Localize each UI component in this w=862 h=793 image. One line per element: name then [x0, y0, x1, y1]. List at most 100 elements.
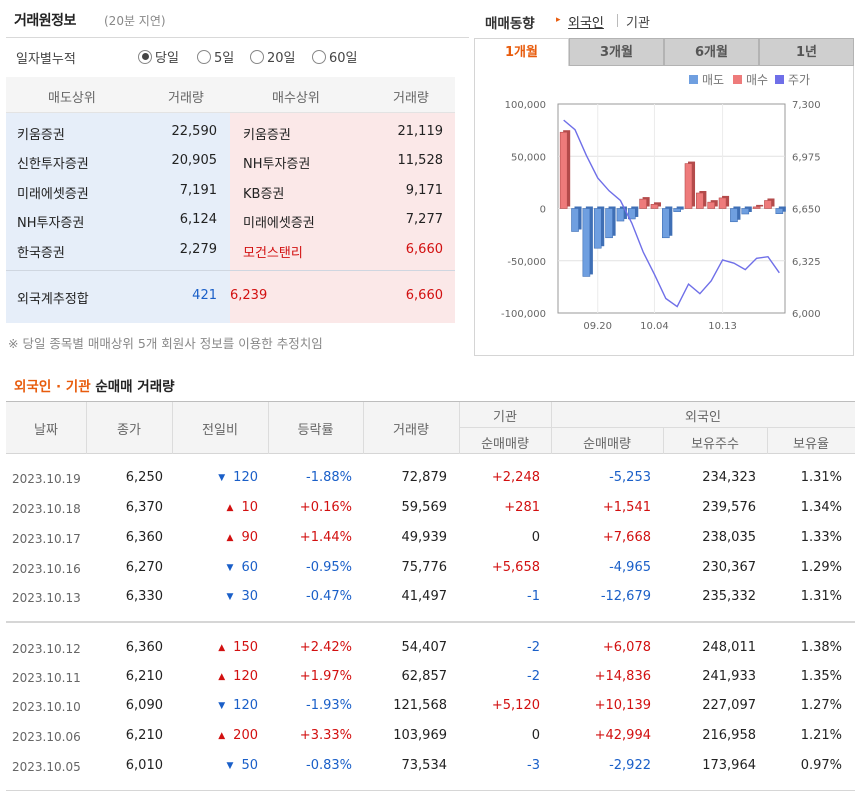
y-right-tick-label: 6,000: [792, 309, 821, 320]
cell-ratio: 1.21%: [800, 728, 842, 743]
radio-label: 60일: [329, 51, 358, 66]
cell-close: 6,250: [125, 470, 163, 485]
bar: [696, 192, 704, 209]
cell-foreign-net: +10,139: [594, 698, 651, 713]
col-volume: 거래량: [393, 423, 429, 438]
bar: [559, 131, 568, 209]
legend-swatch: [775, 75, 784, 84]
cell-foreign-net: +1,541: [602, 500, 651, 515]
divider: [172, 402, 173, 454]
tab-1-month[interactable]: 1개월: [474, 38, 569, 66]
cell-date: 2023.10.05: [12, 760, 81, 774]
col-inst-net: 순매매량: [481, 437, 529, 452]
period-radio-20d[interactable]: 20일: [250, 47, 296, 66]
cell-holdings: 239,576: [702, 500, 756, 515]
cell-foreign-net: -2,922: [609, 758, 651, 773]
cell-foreign-net: -12,679: [600, 589, 651, 604]
tab-3-months[interactable]: 3개월: [569, 38, 664, 66]
divider: [6, 790, 855, 791]
sell-broker-name: 키움증권: [17, 128, 65, 143]
y-left-tick-label: 0: [540, 205, 546, 216]
triangle-down-icon: ▼: [218, 701, 226, 711]
cell-volume: 54,407: [401, 640, 448, 655]
col-foreign-net: 순매매량: [583, 437, 631, 452]
period-radio-5d[interactable]: 5일: [197, 47, 234, 66]
radio-indicator[interactable]: [250, 49, 264, 64]
period-radio-60d[interactable]: 60일: [312, 47, 358, 66]
cell-close: 6,210: [125, 728, 163, 743]
cell-ratio: 1.33%: [800, 530, 842, 545]
buy-broker-name: NH투자증권: [243, 157, 311, 172]
trade-info-delay: (20분 지연): [104, 14, 166, 28]
radio-indicator[interactable]: [138, 49, 152, 64]
sell-broker-name: 신한투자증권: [17, 157, 89, 172]
cell-close: 6,090: [125, 698, 163, 713]
cell-close: 6,360: [125, 640, 163, 655]
divider: [6, 270, 455, 271]
cell-volume: 62,857: [401, 669, 448, 684]
cell-date: 2023.10.12: [12, 642, 81, 656]
net-trade-title-highlight: 외국인 · 기관: [14, 379, 91, 395]
triangle-down-icon: ▼: [226, 761, 234, 771]
cell-rate: -1.88%: [306, 470, 352, 485]
bar: [741, 208, 750, 215]
price-line: [563, 119, 780, 308]
divider: [617, 14, 618, 27]
cell-foreign-net: +14,836: [594, 669, 651, 684]
cell-holdings: 230,367: [702, 560, 756, 575]
cell-change: 120: [233, 669, 258, 684]
cell-rate: +1.44%: [299, 530, 352, 545]
cell-change: 200: [233, 728, 258, 743]
sell-broker-name: NH투자증권: [17, 216, 85, 231]
tab-6-months[interactable]: 6개월: [664, 38, 759, 66]
period-radio-today[interactable]: 당일: [138, 47, 179, 66]
bar: [775, 208, 784, 214]
bar: [650, 204, 659, 209]
radio-indicator[interactable]: [312, 49, 326, 64]
buy-broker-volume: 7,277: [405, 212, 443, 227]
cell-rate: -0.47%: [306, 589, 352, 604]
cell-holdings: 248,011: [702, 640, 756, 655]
cell-date: 2023.10.16: [12, 562, 81, 576]
divider: [6, 37, 469, 38]
cell-ratio: 1.27%: [800, 698, 842, 713]
net-trade-title: 외국인 · 기관 순매매 거래량: [14, 375, 175, 395]
sell-broker-volume: 20,905: [171, 153, 218, 168]
tab-foreign[interactable]: 외국인: [568, 16, 604, 31]
cell-volume: 49,939: [401, 530, 448, 545]
bar: [616, 208, 625, 222]
bar: [684, 163, 693, 209]
cell-inst-net: -1: [527, 589, 540, 604]
radio-label: 당일: [155, 51, 179, 66]
buy-panel: [230, 113, 455, 323]
tab-1-year[interactable]: 1년: [759, 38, 854, 66]
cell-change: 150: [233, 640, 258, 655]
x-tick-label: 10.04: [640, 321, 669, 332]
cell-rate: -0.95%: [306, 560, 352, 575]
cell-date: 2023.10.10: [12, 700, 81, 714]
triangle-up-icon: ▲: [218, 672, 226, 682]
header-buy-top: 매수상위: [272, 91, 320, 106]
y-left-tick-label: 50,000: [511, 152, 546, 163]
buy-broker-name: KB증권: [243, 187, 285, 202]
radio-label: 5일: [214, 51, 235, 66]
cell-rate: +0.16%: [299, 500, 352, 515]
col-date: 날짜: [34, 423, 58, 438]
y-left-tick-label: -50,000: [507, 257, 546, 268]
cell-inst-net: +5,120: [491, 698, 540, 713]
sell-broker-name: 미래에셋증권: [17, 187, 89, 202]
cell-inst-net: -3: [527, 758, 540, 773]
cell-ratio: 1.31%: [800, 589, 842, 604]
cell-foreign-net: -4,965: [609, 560, 651, 575]
tab-institution[interactable]: 기관: [626, 16, 650, 31]
cell-volume: 121,568: [393, 698, 447, 713]
radio-indicator[interactable]: [197, 49, 211, 64]
divider: [86, 402, 87, 454]
footnote: ※ 당일 종목별 매매상위 5개 회원사 정보를 이용한 추정치임: [8, 336, 323, 351]
cell-holdings: 173,964: [702, 758, 756, 773]
cell-foreign-net: +42,994: [594, 728, 651, 743]
cell-volume: 73,534: [401, 758, 448, 773]
cell-change: 50: [241, 758, 258, 773]
cell-holdings: 241,933: [702, 669, 756, 684]
triangle-down-icon: ▼: [226, 563, 234, 573]
